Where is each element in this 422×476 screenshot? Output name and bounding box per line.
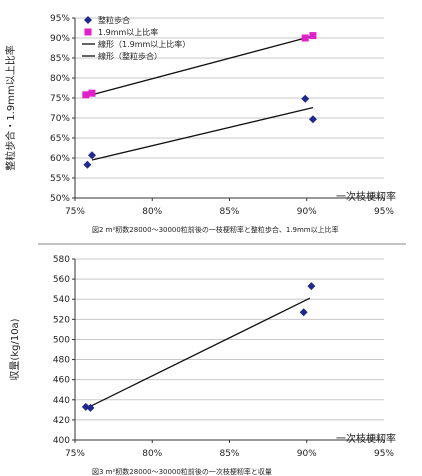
data-point xyxy=(86,403,95,412)
data-point xyxy=(309,32,317,40)
y-tick-label: 75% xyxy=(50,94,70,104)
x-tick-label: 85% xyxy=(219,449,239,459)
data-point xyxy=(301,34,309,42)
trendline xyxy=(91,35,314,96)
y-tick-label: 540 xyxy=(53,295,70,305)
legend-label: 線形（1.9mm以上比率） xyxy=(98,39,190,49)
y-tick-label: 580 xyxy=(53,255,70,265)
y-tick-label: 420 xyxy=(53,416,70,426)
y-axis-label: 整粒歩合・1.9mm以上比率 xyxy=(4,45,17,170)
y-tick-label: 480 xyxy=(53,356,70,366)
y-tick-label: 65% xyxy=(50,134,70,144)
y-tick-label: 80% xyxy=(50,74,70,84)
data-point xyxy=(307,282,316,291)
y-tick-label: 90% xyxy=(50,34,70,44)
legend-marker xyxy=(84,28,92,36)
figure-caption: 図3 m²籾数28000～30000粒前後の一次枝梗籾率と収量 xyxy=(92,467,272,476)
legend-label: 1.9mm以上比率 xyxy=(98,27,158,37)
y-tick-label: 55% xyxy=(50,174,70,184)
x-tick-label: 75% xyxy=(65,207,85,217)
x-tick-label: 80% xyxy=(142,207,162,217)
y-tick-label: 500 xyxy=(53,335,70,345)
y-tick-label: 70% xyxy=(50,114,70,124)
x-axis-label: 一次枝梗籾率 xyxy=(336,190,396,203)
trendline xyxy=(91,106,314,161)
chart-2: 400 420 440 460 480 500 520 540 560 580 75% 80% 85% 9… xyxy=(9,255,396,476)
legend-label: 線形（整粒歩合） xyxy=(98,51,162,61)
y-tick-label: 85% xyxy=(50,54,70,64)
legend-marker xyxy=(84,16,92,24)
data-point xyxy=(83,160,92,169)
x-tick-label: 80% xyxy=(142,449,162,459)
data-point xyxy=(299,308,308,317)
y-tick-label: 520 xyxy=(53,315,70,325)
y-axis-label: 収量(kg/10a) xyxy=(9,318,21,380)
legend-label: 整粒歩合 xyxy=(98,15,130,25)
data-point xyxy=(308,115,317,124)
chart-1: 50% 55% 60% 65% 70% 75% 80% 85% 90% 95% 75% 80% 85% 9… xyxy=(4,14,396,234)
x-tick-label: 85% xyxy=(219,207,239,217)
y-tick-label: 560 xyxy=(53,275,70,285)
trendline xyxy=(87,297,311,409)
x-tick-label: 95% xyxy=(374,207,394,217)
data-point xyxy=(88,89,96,97)
y-tick-label: 460 xyxy=(53,376,70,386)
x-tick-label: 95% xyxy=(374,449,394,459)
x-axis-label: 一次枝梗籾率 xyxy=(336,432,396,445)
data-point xyxy=(82,91,90,99)
y-tick-label: 50% xyxy=(50,194,70,204)
x-tick-label: 75% xyxy=(65,449,85,459)
y-tick-label: 440 xyxy=(53,396,70,406)
figure-caption: 図2 m²籾数28000～30000粒前後の一枝梗籾率と整粒歩合、1.9mm以上… xyxy=(92,225,339,234)
y-tick-label: 400 xyxy=(53,436,70,446)
y-tick-label: 60% xyxy=(50,154,70,164)
x-tick-label: 90% xyxy=(297,207,317,217)
data-point xyxy=(87,151,96,160)
x-tick-label: 90% xyxy=(297,449,317,459)
y-tick-label: 95% xyxy=(50,14,70,24)
data-point xyxy=(301,94,310,103)
